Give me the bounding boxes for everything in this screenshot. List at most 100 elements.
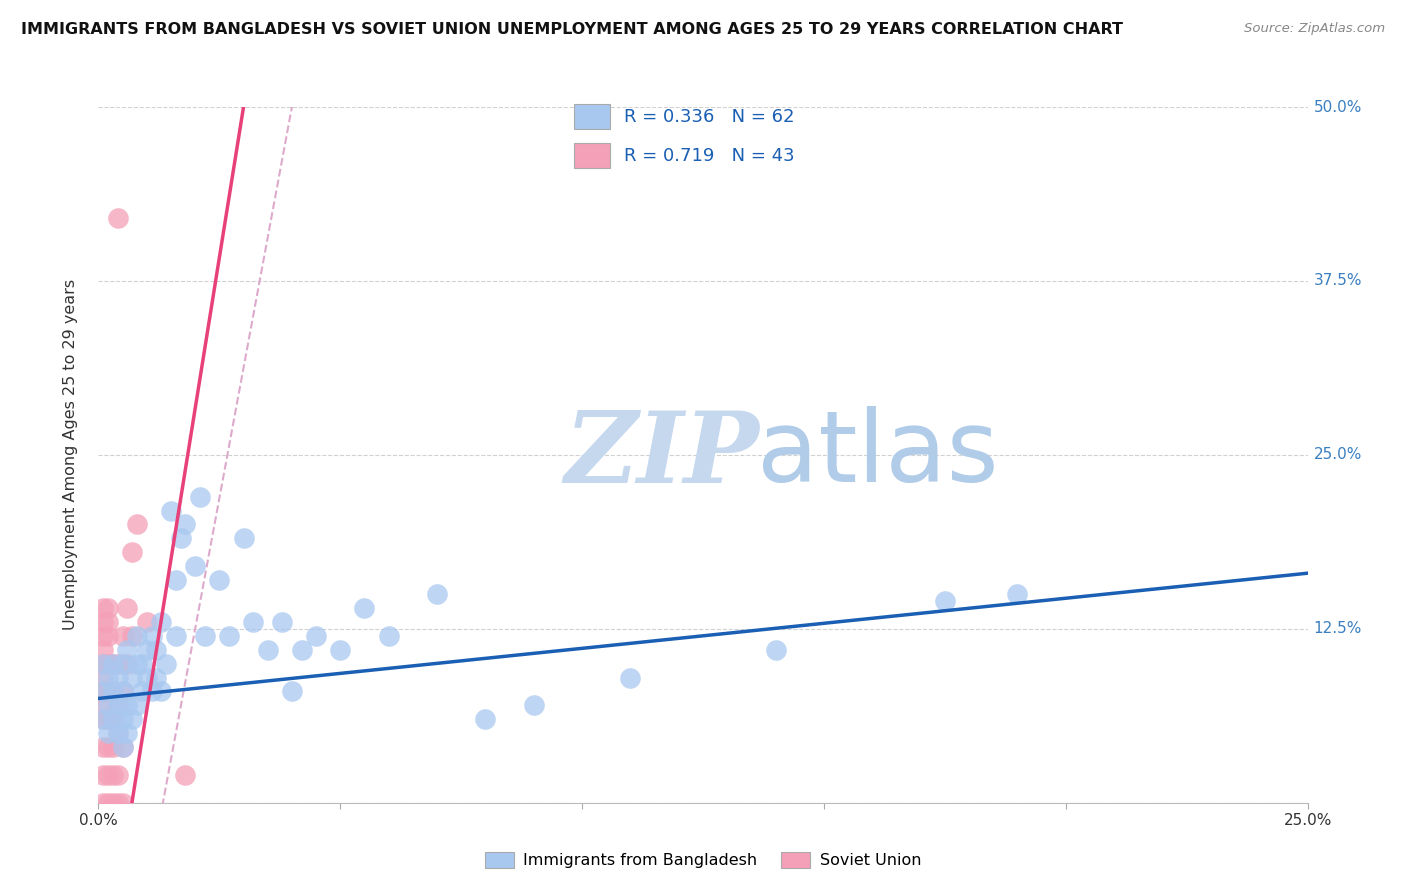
Legend: Immigrants from Bangladesh, Soviet Union: Immigrants from Bangladesh, Soviet Union: [478, 846, 928, 875]
Y-axis label: Unemployment Among Ages 25 to 29 years: Unemployment Among Ages 25 to 29 years: [63, 279, 77, 631]
Point: [271, 615, 294, 629]
Point: [97, 629, 120, 643]
Point: [111, 740, 134, 755]
Point: [131, 657, 153, 671]
Point: [155, 657, 177, 671]
Point: [107, 671, 129, 685]
Point: [117, 642, 139, 657]
Text: IMMIGRANTS FROM BANGLADESH VS SOVIET UNION UNEMPLOYMENT AMONG AGES 25 TO 29 YEAR: IMMIGRANTS FROM BANGLADESH VS SOVIET UNI…: [21, 22, 1123, 37]
Text: 50.0%: 50.0%: [1313, 100, 1362, 114]
Point: [117, 726, 139, 740]
Point: [111, 629, 134, 643]
Point: [107, 726, 129, 740]
Point: [111, 684, 134, 698]
Point: [165, 629, 187, 643]
Text: Source: ZipAtlas.com: Source: ZipAtlas.com: [1244, 22, 1385, 36]
Point: [111, 712, 134, 726]
Point: [101, 657, 124, 671]
Point: [107, 796, 129, 810]
Point: [150, 615, 173, 629]
Point: [1007, 587, 1029, 601]
Point: [91, 615, 114, 629]
Text: 37.5%: 37.5%: [1313, 274, 1362, 288]
Point: [174, 517, 197, 532]
Point: [91, 657, 114, 671]
Point: [232, 532, 254, 546]
Point: [111, 740, 134, 755]
Point: [97, 657, 120, 671]
Point: [141, 684, 163, 698]
Point: [97, 712, 120, 726]
Point: [523, 698, 546, 713]
Point: [127, 698, 149, 713]
Point: [135, 615, 157, 629]
Point: [91, 671, 114, 685]
Text: ZIP: ZIP: [564, 407, 759, 503]
Point: [91, 629, 114, 643]
Point: [97, 796, 120, 810]
Point: [101, 740, 124, 755]
Point: [97, 684, 120, 698]
Point: [91, 698, 114, 713]
Point: [101, 768, 124, 782]
Point: [107, 657, 129, 671]
Point: [91, 642, 114, 657]
Point: [91, 601, 114, 615]
Point: [329, 642, 352, 657]
Point: [101, 712, 124, 726]
Point: [184, 559, 207, 574]
Text: R = 0.336   N = 62: R = 0.336 N = 62: [624, 108, 794, 126]
Text: atlas: atlas: [758, 407, 1000, 503]
Point: [107, 726, 129, 740]
Point: [111, 684, 134, 698]
Point: [194, 629, 217, 643]
Point: [218, 629, 240, 643]
Point: [150, 684, 173, 698]
Point: [97, 726, 120, 740]
Point: [165, 573, 187, 587]
Point: [91, 712, 114, 726]
Point: [91, 657, 114, 671]
FancyBboxPatch shape: [574, 143, 610, 169]
Point: [290, 642, 312, 657]
Point: [281, 684, 304, 698]
Point: [208, 573, 231, 587]
Point: [256, 642, 278, 657]
Point: [97, 671, 120, 685]
Point: [127, 629, 149, 643]
Point: [117, 698, 139, 713]
Point: [135, 642, 157, 657]
Point: [121, 629, 143, 643]
Point: [135, 671, 157, 685]
Point: [141, 629, 163, 643]
Point: [91, 684, 114, 698]
Point: [127, 517, 149, 532]
Point: [474, 712, 496, 726]
Point: [91, 796, 114, 810]
FancyBboxPatch shape: [574, 103, 610, 129]
Point: [117, 657, 139, 671]
Point: [765, 642, 787, 657]
Text: R = 0.719   N = 43: R = 0.719 N = 43: [624, 146, 794, 164]
Point: [91, 684, 114, 698]
Point: [97, 698, 120, 713]
Point: [111, 657, 134, 671]
Point: [91, 768, 114, 782]
Text: 25.0%: 25.0%: [1313, 448, 1362, 462]
Point: [619, 671, 641, 685]
Point: [101, 684, 124, 698]
Point: [242, 615, 264, 629]
Point: [353, 601, 375, 615]
Point: [121, 545, 143, 559]
Point: [101, 684, 124, 698]
Point: [97, 601, 120, 615]
Point: [97, 740, 120, 755]
Point: [305, 629, 328, 643]
Point: [160, 503, 183, 517]
Point: [101, 657, 124, 671]
Point: [107, 698, 129, 713]
Point: [107, 211, 129, 226]
Point: [426, 587, 449, 601]
Point: [121, 712, 143, 726]
Point: [101, 796, 124, 810]
